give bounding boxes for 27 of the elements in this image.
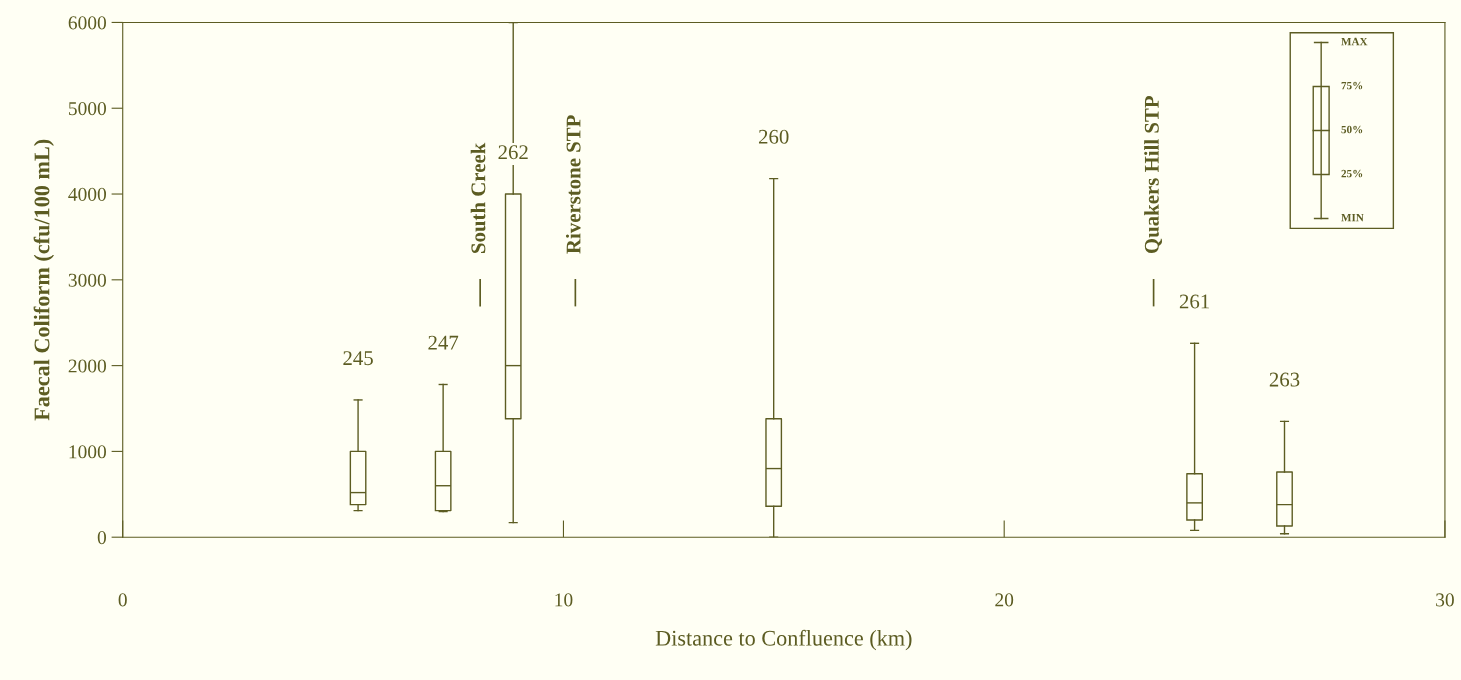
y-axis-title: Faecal Coliform (cfu/100 mL) [33,139,54,421]
annotation: MAX [1341,37,1368,46]
y-tick-label: 3000 [68,273,107,287]
annotation: 50% [1341,125,1363,134]
annotation: 262 [498,145,528,160]
y-tick-label: 6000 [68,16,107,30]
y-tick-label: 1000 [69,445,107,459]
annotation: 260 [758,129,789,144]
y-tick-label: 4000 [68,187,107,201]
y-tick-label: 5000 [68,102,107,116]
annotation: 263 [1269,372,1300,387]
annotation: 261 [1179,294,1209,309]
annotation: 25% [1341,169,1363,178]
x-tick-label: 0 [118,593,127,607]
x-tick-label: 20 [995,593,1014,607]
ref-line-label: South Creek [470,142,486,253]
annotation: 75% [1341,81,1363,90]
ref-line-label: Riverstone STP [565,115,581,254]
y-tick-label: 0 [97,531,107,545]
x-tick-label: 10 [555,593,573,607]
x-tick-label: 30 [1436,593,1454,607]
x-axis-title: Distance to Confluence (km) [655,629,912,651]
annotation: 245 [343,351,373,366]
ref-line-label: Quakers Hill STP [1144,96,1162,254]
y-tick-label: 2000 [68,359,107,373]
annotation: MIN [1341,213,1364,222]
annotation: 247 [428,335,459,350]
